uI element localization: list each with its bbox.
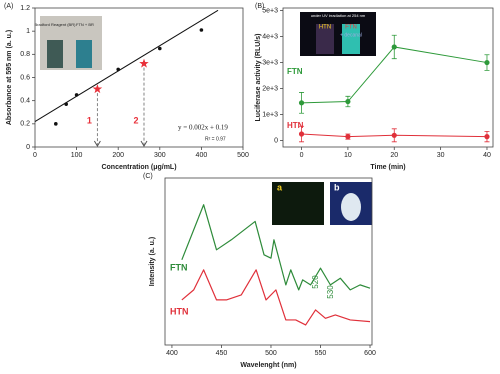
x-tick-label: 20 (390, 152, 398, 159)
x-tick-label: 500 (265, 350, 277, 357)
x-tick-label: 500 (237, 152, 249, 159)
y-axis-title: Intensity (a. u.) (149, 237, 156, 286)
x-tick-label: 550 (315, 350, 327, 357)
y-tick-label: 0 (26, 144, 30, 151)
point (74, 93, 79, 97)
y-tick-label: 5e+3 (262, 7, 278, 14)
vial (316, 24, 334, 54)
vial (341, 193, 361, 221)
plot-frame (164, 177, 373, 346)
inset-text: b (334, 182, 340, 192)
y-axis-title: Absorbance at 595 nm (a. u.) (6, 30, 13, 125)
inset-photo-b (300, 12, 376, 56)
point (484, 59, 490, 66)
vial (47, 40, 63, 68)
x-axis-title: Concentration (μg/mL) (101, 164, 176, 171)
y-tick-label: 3e+3 (262, 59, 278, 66)
inset-text: a (277, 182, 283, 192)
inset-text: FTN (345, 25, 357, 31)
inset-text: under UV irradiation at 254 nm (311, 13, 366, 18)
point (345, 98, 351, 105)
x-tick-label: 40 (483, 152, 491, 159)
inset-text: HTN (319, 25, 331, 31)
x-axis-title: Time (min) (370, 164, 405, 171)
point (64, 102, 68, 106)
panel-label: (C) (143, 173, 153, 180)
inset-text: + decanal (340, 32, 362, 38)
star-marker (92, 84, 103, 94)
x-tick-label: 100 (71, 152, 83, 159)
x-tick-label: 200 (112, 152, 124, 159)
y-tick-label: 0.6 (20, 74, 30, 81)
y-tick-label: 0.2 (20, 121, 30, 128)
point (484, 134, 490, 140)
r-squared: R² = 0.97 (205, 136, 226, 142)
arrow-head (140, 140, 148, 147)
y-tick-label: 4e+3 (262, 33, 278, 40)
series-label: FTN (287, 67, 303, 76)
y-tick-label: 1.2 (20, 5, 30, 12)
marker-label: 2 (133, 115, 138, 125)
plot-frame (282, 7, 494, 148)
x-tick-label: 300 (154, 152, 166, 159)
star-marker (139, 58, 149, 68)
inset-photo-c (272, 182, 324, 225)
series-label: HTN (287, 121, 304, 130)
x-tick-label: 0 (33, 152, 37, 159)
series-line (301, 46, 488, 104)
y-tick-label: 1e+3 (262, 111, 278, 118)
vial (76, 40, 92, 68)
arrow-head (93, 140, 101, 147)
inset-text: Bradford Reagent (BR) (35, 22, 77, 27)
y-tick-label: 1 (26, 28, 30, 35)
series-line (301, 133, 487, 138)
series-label: FTN (170, 262, 188, 272)
x-axis-title: Wavelenght (nm) (240, 362, 296, 369)
panel-label: (B) (255, 3, 264, 10)
x-tick-label: 400 (196, 152, 208, 159)
point (54, 122, 58, 126)
spectrum-line (181, 269, 371, 326)
series-label: HTN (170, 306, 189, 316)
y-tick-label: 2e+3 (262, 85, 278, 92)
point (391, 132, 397, 138)
y-axis-title: Luciferase activity (RLU/s) (255, 34, 262, 122)
point (345, 134, 351, 140)
spectrum-line (181, 204, 371, 291)
x-tick-label: 30 (437, 152, 445, 159)
point (158, 46, 162, 51)
equation: y = 0.002x + 0.19 (178, 124, 228, 132)
peak-annotation: 520 (311, 275, 320, 289)
vial (342, 24, 360, 54)
y-tick-label: 0 (274, 137, 278, 144)
point (391, 44, 397, 50)
x-tick-label: 600 (364, 350, 376, 357)
x-tick-label: 450 (216, 350, 228, 357)
peak-annotation: 530 (326, 285, 335, 299)
x-tick-label: 400 (166, 350, 178, 357)
x-tick-label: 0 (300, 152, 304, 159)
y-tick-label: 0.4 (20, 98, 30, 105)
marker-label: 1 (87, 115, 92, 125)
point (199, 28, 204, 32)
x-tick-label: 10 (344, 152, 352, 159)
point (298, 100, 305, 106)
inset-text: FTN + BR (76, 22, 94, 27)
point (298, 131, 305, 137)
y-tick-label: 0.8 (20, 51, 30, 58)
point (116, 67, 120, 72)
panel-label: (A) (4, 3, 13, 10)
